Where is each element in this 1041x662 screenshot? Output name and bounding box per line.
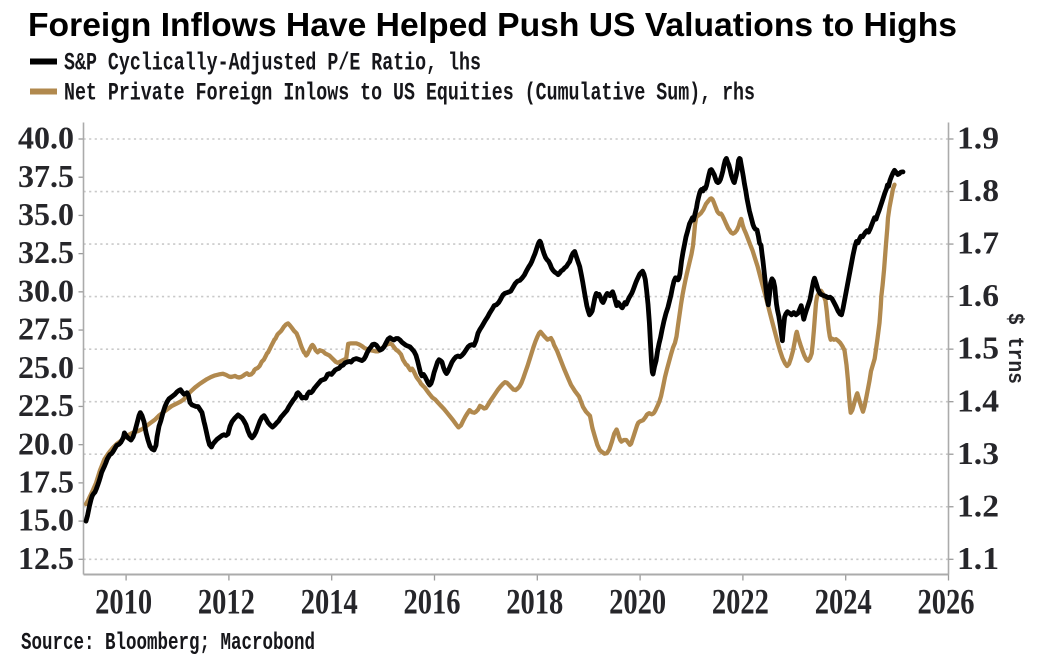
svg-text:27.5: 27.5 (18, 311, 74, 347)
svg-text:20.0: 20.0 (18, 425, 74, 461)
svg-text:32.5: 32.5 (18, 234, 74, 270)
svg-text:22.5: 22.5 (18, 387, 74, 423)
svg-text:15.0: 15.0 (18, 502, 74, 538)
svg-text:1.6: 1.6 (957, 277, 999, 313)
svg-text:2026: 2026 (918, 582, 975, 622)
svg-text:2024: 2024 (815, 582, 872, 622)
svg-text:2016: 2016 (404, 582, 461, 622)
svg-text:2018: 2018 (506, 582, 563, 622)
svg-text:2022: 2022 (712, 582, 769, 622)
svg-text:17.5: 17.5 (18, 464, 74, 500)
svg-text:Source: Bloomberg; Macrobond: Source: Bloomberg; Macrobond (21, 630, 315, 657)
svg-text:35.0: 35.0 (18, 196, 74, 232)
svg-text:25.0: 25.0 (18, 349, 74, 385)
svg-text:1.3: 1.3 (957, 435, 999, 471)
svg-text:S&P Cyclically-Adjusted P/E Ra: S&P Cyclically-Adjusted P/E Ratio, lhs (64, 49, 481, 78)
svg-text:1.1: 1.1 (957, 540, 999, 576)
svg-text:1.8: 1.8 (957, 172, 999, 208)
svg-text:1.4: 1.4 (957, 382, 999, 418)
svg-text:1.2: 1.2 (957, 487, 999, 523)
svg-text:$ trns: $ trns (1002, 313, 1027, 384)
svg-text:2014: 2014 (301, 582, 358, 622)
svg-text:1.9: 1.9 (957, 120, 999, 156)
svg-text:2010: 2010 (95, 582, 152, 622)
svg-text:2020: 2020 (609, 582, 666, 622)
svg-text:30.0: 30.0 (18, 272, 74, 308)
svg-text:37.5: 37.5 (18, 158, 74, 194)
svg-text:2012: 2012 (198, 582, 255, 622)
svg-text:12.5: 12.5 (18, 540, 74, 576)
svg-text:Net Private Foreign Inlows to: Net Private Foreign Inlows to US Equitie… (64, 79, 755, 108)
svg-text:1.5: 1.5 (957, 330, 999, 366)
svg-text:Foreign Inflows Have Helped Pu: Foreign Inflows Have Helped Push US Valu… (28, 6, 957, 43)
svg-text:40.0: 40.0 (18, 120, 74, 156)
svg-text:1.7: 1.7 (957, 225, 999, 261)
